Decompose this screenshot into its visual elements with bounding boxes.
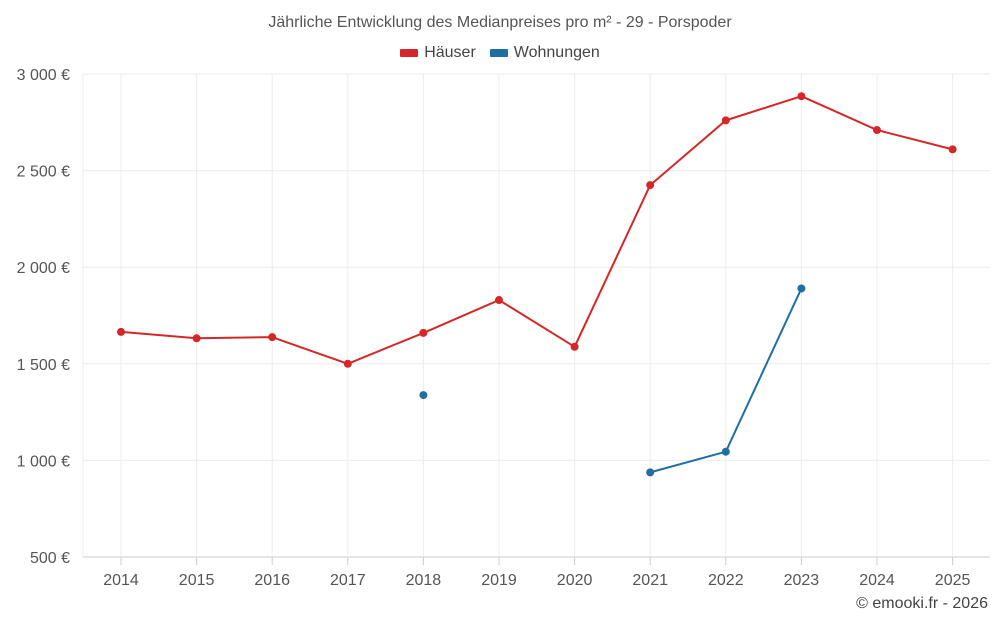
data-point-haeuser-2017 [343, 359, 352, 368]
data-point-haeuser-2022 [721, 116, 730, 125]
credit-text: © emooki.fr - 2026 [856, 595, 988, 612]
legend-item-wohnungen[interactable]: Wohnungen [489, 44, 600, 62]
x-tick-label: 2016 [254, 572, 290, 589]
y-tick-label: 1 000 € [17, 453, 70, 470]
x-tick-label: 2025 [935, 572, 971, 589]
x-tick-label: 2024 [859, 572, 895, 589]
data-point-wohnungen-2023 [797, 284, 806, 293]
data-point-wohnungen-2021 [646, 468, 655, 477]
y-tick-label: 2 000 € [17, 260, 70, 277]
data-point-haeuser-2019 [495, 296, 503, 305]
legend-swatch-wohnungen [489, 49, 508, 57]
data-point-haeuser-2020 [570, 342, 579, 351]
y-tick-label: 3 000 € [17, 67, 70, 84]
legend-label-haeuser: Häuser [424, 44, 476, 61]
data-point-haeuser-2016 [268, 333, 277, 342]
data-point-haeuser-2014 [117, 327, 125, 336]
x-tick-label: 2022 [708, 572, 744, 589]
legend-label-wohnungen: Wohnungen [513, 44, 600, 61]
x-tick-label: 2017 [330, 572, 366, 589]
data-point-wohnungen-2022 [721, 447, 730, 456]
series-line-haeuser [120, 95, 953, 365]
x-tick-label: 2021 [632, 572, 668, 589]
legend-item-haeuser[interactable]: Häuser [400, 44, 476, 62]
y-tick-label: 2 500 € [17, 164, 70, 181]
data-point-wohnungen-2018 [419, 391, 428, 400]
x-tick-label: 2020 [557, 572, 593, 589]
y-tick-label: 500 € [30, 550, 70, 567]
x-tick-label: 2014 [103, 572, 139, 589]
legend-swatch-haeuser [400, 49, 419, 57]
legend: Häuser Wohnungen [0, 44, 1000, 62]
x-tick-label: 2019 [481, 572, 517, 589]
data-point-haeuser-2023 [797, 92, 806, 101]
x-tick-label: 2023 [784, 572, 820, 589]
chart-title: Jährliche Entwicklung des Medianpreises … [268, 14, 732, 31]
data-point-haeuser-2018 [419, 328, 428, 337]
data-point-haeuser-2025 [948, 145, 957, 154]
data-point-haeuser-2015 [192, 334, 201, 343]
x-tick-label: 2015 [179, 572, 215, 589]
data-point-haeuser-2024 [873, 126, 881, 135]
y-tick-label: 1 500 € [17, 357, 70, 374]
data-point-haeuser-2021 [646, 181, 655, 190]
x-tick-label: 2018 [406, 572, 442, 589]
